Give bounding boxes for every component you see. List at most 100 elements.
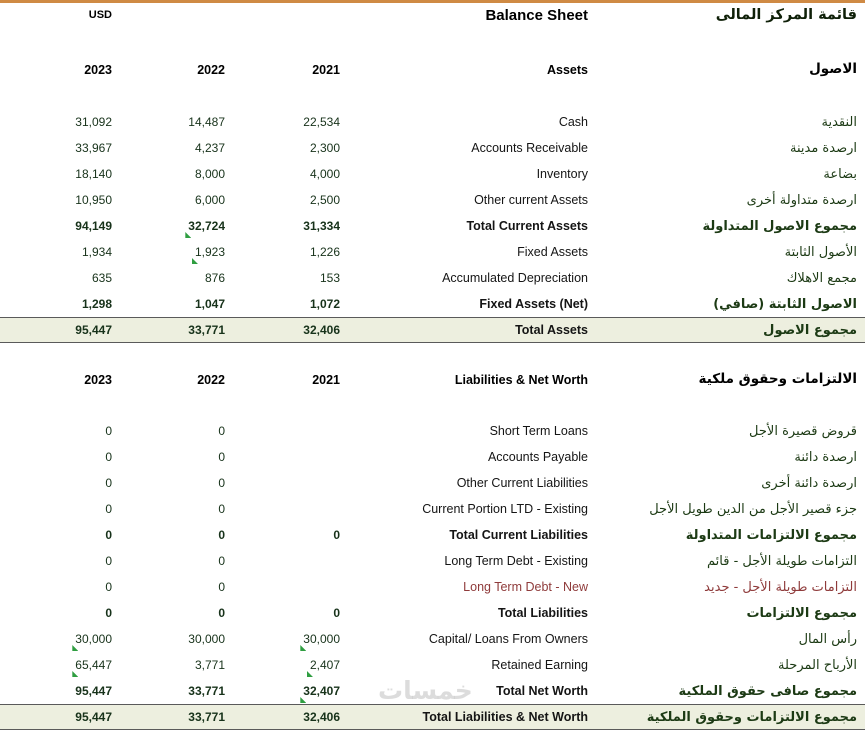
cell-2022: 8,000 <box>194 167 225 181</box>
cell-2023: 0 <box>105 424 112 438</box>
row-label-en: Total Assets <box>515 322 588 337</box>
cell-2021: 0 <box>333 606 340 620</box>
cell-2023: 10,950 <box>75 193 112 207</box>
cell-2022: 1,923 <box>112 246 225 264</box>
comment-flag-icon <box>300 697 307 703</box>
table-row-long-term-debt-new: 0 0 Long Term Debt - New التزامات طويلة … <box>0 574 865 600</box>
liabilities-header-en: Liabilities & Net Worth <box>454 372 588 387</box>
row-label-en: Capital/ Loans From Owners <box>428 631 588 646</box>
cell-2021: 22,534 <box>303 115 340 129</box>
table-row-total-net-worth: 95,447 33,771 32,407 Total Net Worth مجم… <box>0 678 865 704</box>
currency-label: USD <box>88 8 112 21</box>
year-header-2022: 2022 <box>197 62 225 77</box>
cell-2021: 2,300 <box>309 141 340 155</box>
row-label-en: Retained Earning <box>491 657 588 672</box>
row-label-en: Long Term Debt - Existing <box>444 553 588 568</box>
row-label-en: Total Net Worth <box>496 683 588 698</box>
title-row: USD Balance Sheet قائمة المركز المالى <box>0 0 865 30</box>
row-label-en: Fixed Assets <box>517 244 588 259</box>
cell-2022: 0 <box>218 606 225 620</box>
spacer-row <box>0 30 865 57</box>
row-label-ar: مجموع الالتزامات <box>746 605 857 621</box>
row-label-ar: ارصدة متداولة أخرى <box>746 192 857 208</box>
row-label-en: Total Liabilities <box>497 605 588 620</box>
cell-2023: 0 <box>105 476 112 490</box>
cell-2021: 1,226 <box>309 245 340 259</box>
comment-flag-icon <box>300 645 307 651</box>
year-header-2023: 2023 <box>84 372 112 387</box>
cell-2021: 1,072 <box>309 297 340 311</box>
cell-2021: 4,000 <box>309 167 340 181</box>
row-label-ar: مجموع الاصول المتداولة <box>702 218 857 234</box>
cell-2022: 0 <box>218 554 225 568</box>
cell-2022: 14,487 <box>188 115 225 129</box>
row-label-en: Other current Assets <box>474 192 588 207</box>
row-label-ar: ارصدة دائنة أخرى <box>761 475 857 491</box>
row-label-en: Current Portion LTD - Existing <box>422 501 588 516</box>
row-label-ar: التزامات طويلة الأجل - قائم <box>707 553 857 569</box>
cell-2021: 31,334 <box>303 219 340 233</box>
table-row-other-current-liabilities: 0 0 Other Current Liabilities ارصدة دائن… <box>0 470 865 496</box>
row-label-ar: ارصدة مدينة <box>790 140 857 156</box>
row-label-ar: بضاعة <box>823 166 857 182</box>
row-label-ar: مجمع الاهلاك <box>786 270 857 286</box>
cell-2021: 32,406 <box>303 710 340 724</box>
cell-2022: 1,047 <box>194 297 225 311</box>
cell-2022: 4,237 <box>194 141 225 155</box>
row-label-en: Cash <box>558 114 588 129</box>
cell-2021: 0 <box>333 528 340 542</box>
cell-2023: 0 <box>105 580 112 594</box>
table-row-cash: 31,092 14,487 22,534 Cash النقدية <box>0 109 865 135</box>
comment-flag-icon <box>306 671 313 677</box>
liabilities-header-ar: الالتزامات وحقوق ملكية <box>698 371 857 388</box>
cell-2021: 2,500 <box>309 193 340 207</box>
table-row-short-term-loans: 0 0 Short Term Loans قروض قصيرة الأجل <box>0 418 865 444</box>
year-header-2021: 2021 <box>312 62 340 77</box>
cell-2022: 0 <box>218 502 225 516</box>
row-label-en: Total Liabilities & Net Worth <box>422 709 588 724</box>
cell-2023: 18,140 <box>75 167 112 181</box>
cell-2022: 0 <box>218 580 225 594</box>
row-label-ar: رأس المال <box>798 631 857 647</box>
row-label-en: Other Current Liabilities <box>456 475 588 490</box>
cell-2023: 0 <box>105 554 112 568</box>
cell-2023: 95,447 <box>75 684 112 698</box>
cell-2023: 635 <box>91 271 112 285</box>
table-row-other-current-assets: 10,950 6,000 2,500 Other current Assets … <box>0 187 865 213</box>
table-row-accounts-receivable: 33,967 4,237 2,300 Accounts Receivable ا… <box>0 135 865 161</box>
row-label-en: Total Current Liabilities <box>449 527 588 542</box>
row-label-ar: مجموع الاصول <box>763 322 857 338</box>
page-title-ar: قائمة المركز المالى <box>715 6 857 23</box>
table-row-accounts-payable: 0 0 Accounts Payable ارصدة دائنة <box>0 444 865 470</box>
table-row-retained-earning: 65,447 3,771 2,407 Retained Earning الأر… <box>0 652 865 678</box>
cell-2022: 0 <box>218 424 225 438</box>
row-label-en: Accounts Payable <box>487 449 588 464</box>
cell-2022: 3,771 <box>194 658 225 672</box>
cell-2022: 33,771 <box>188 684 225 698</box>
liabilities-section-header: 2023 2022 2021 Liabilities & Net Worth ا… <box>0 367 865 393</box>
year-header-2022: 2022 <box>197 372 225 387</box>
table-row-total-current-assets: 94,149 32,724 31,334 Total Current Asset… <box>0 213 865 239</box>
cell-2023: 0 <box>105 606 112 620</box>
table-row-current-portion-ltd: 0 0 Current Portion LTD - Existing جزء ق… <box>0 496 865 522</box>
cell-2022: 32,724 <box>112 220 225 238</box>
assets-section-header: 2023 2022 2021 Assets الاصول <box>0 57 865 83</box>
cell-2023: 30,000 <box>0 633 112 651</box>
cell-2022: 0 <box>218 476 225 490</box>
cell-2021: 32,407 <box>225 685 340 703</box>
row-label-ar: الاصول الثابتة (صافي) <box>713 296 857 312</box>
spacer-row <box>0 393 865 418</box>
row-label-ar: النقدية <box>821 114 857 130</box>
row-label-ar: مجموع الالتزامات المتداولة <box>685 527 857 543</box>
spacer-row <box>0 83 865 109</box>
table-row-long-term-debt-existing: 0 0 Long Term Debt - Existing التزامات ط… <box>0 548 865 574</box>
row-label-ar: الأرباح المرحلة <box>778 657 857 673</box>
year-header-2021: 2021 <box>312 372 340 387</box>
cell-2023: 0 <box>105 450 112 464</box>
cell-2023: 1,934 <box>81 245 112 259</box>
assets-header-en: Assets <box>547 62 588 77</box>
table-row-capital: 30,000 30,000 30,000 Capital/ Loans From… <box>0 626 865 652</box>
table-row-accumulated-depreciation: 635 876 153 Accumulated Depreciation مجم… <box>0 265 865 291</box>
cell-2023: 33,967 <box>75 141 112 155</box>
